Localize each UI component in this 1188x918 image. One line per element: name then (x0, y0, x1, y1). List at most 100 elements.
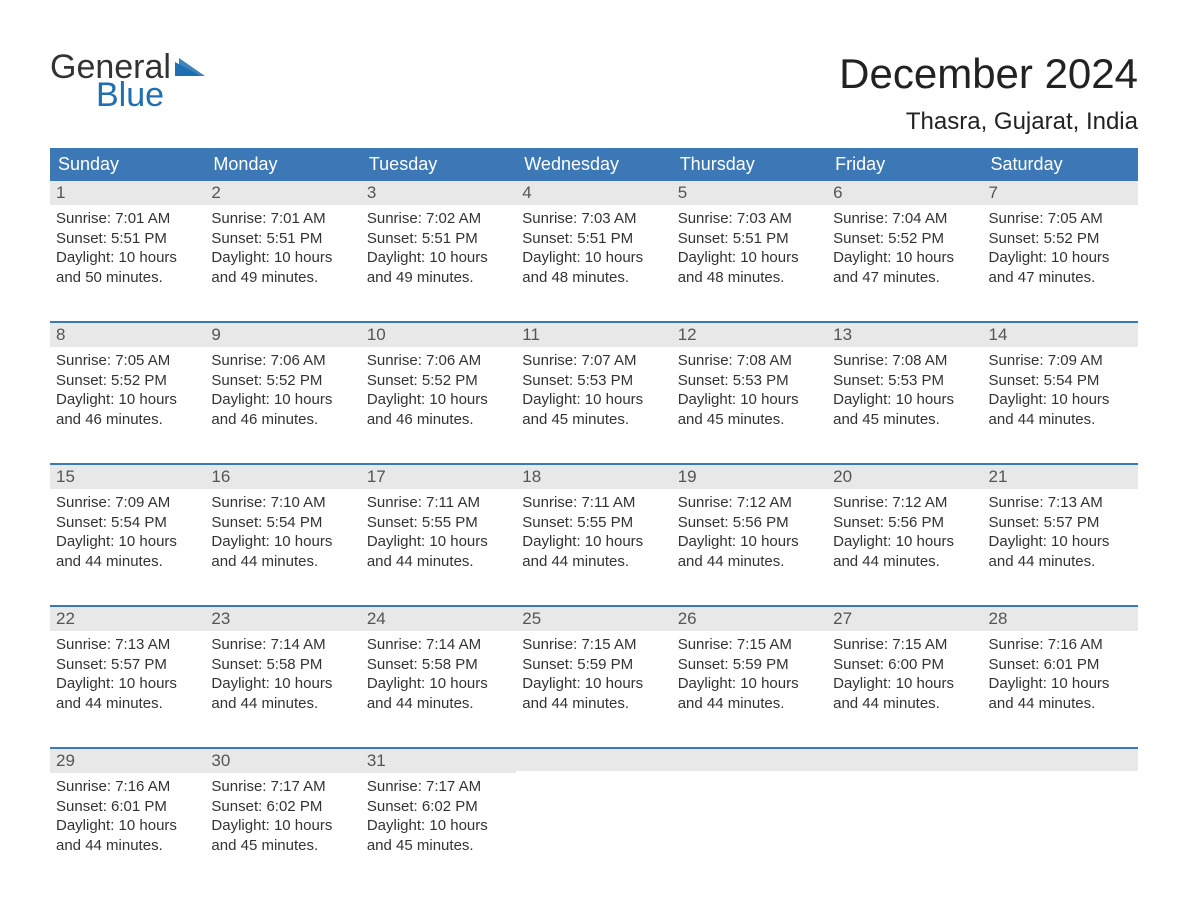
day-number-bar: 24 (361, 607, 516, 631)
day-details: Sunrise: 7:09 AMSunset: 5:54 PMDaylight:… (989, 351, 1132, 429)
sunset-line: Sunset: 5:54 PM (989, 371, 1132, 391)
daylight-line-2: and 44 minutes. (833, 552, 976, 572)
sunset-line: Sunset: 5:53 PM (522, 371, 665, 391)
daylight-line-1: Daylight: 10 hours (367, 248, 510, 268)
day-number: 10 (367, 325, 386, 344)
day-number-bar: 12 (672, 323, 827, 347)
sunrise-line: Sunrise: 7:11 AM (522, 493, 665, 513)
day-number-bar: 16 (205, 465, 360, 489)
daylight-line-2: and 45 minutes. (678, 410, 821, 430)
sunset-line: Sunset: 5:56 PM (833, 513, 976, 533)
day-number: 31 (367, 751, 386, 770)
daylight-line-1: Daylight: 10 hours (522, 674, 665, 694)
sunset-line: Sunset: 5:52 PM (367, 371, 510, 391)
day-details: Sunrise: 7:07 AMSunset: 5:53 PMDaylight:… (522, 351, 665, 429)
calendar-day: 19Sunrise: 7:12 AMSunset: 5:56 PMDayligh… (672, 465, 827, 585)
daylight-line-1: Daylight: 10 hours (56, 674, 199, 694)
daylight-line-1: Daylight: 10 hours (833, 674, 976, 694)
daylight-line-2: and 46 minutes. (211, 410, 354, 430)
day-number: 12 (678, 325, 697, 344)
daylight-line-1: Daylight: 10 hours (367, 532, 510, 552)
day-number-bar: 17 (361, 465, 516, 489)
sunset-line: Sunset: 5:53 PM (833, 371, 976, 391)
sunset-line: Sunset: 5:52 PM (989, 229, 1132, 249)
day-number-bar: 5 (672, 181, 827, 205)
calendar-day: 1Sunrise: 7:01 AMSunset: 5:51 PMDaylight… (50, 181, 205, 301)
calendar-day: 27Sunrise: 7:15 AMSunset: 6:00 PMDayligh… (827, 607, 982, 727)
day-number-bar: 4 (516, 181, 671, 205)
sunset-line: Sunset: 5:51 PM (522, 229, 665, 249)
calendar-day: 25Sunrise: 7:15 AMSunset: 5:59 PMDayligh… (516, 607, 671, 727)
header-area: General Blue December 2024 Thasra, Gujar… (50, 50, 1138, 136)
day-number-bar: 15 (50, 465, 205, 489)
day-number-bar: 27 (827, 607, 982, 631)
daylight-line-1: Daylight: 10 hours (833, 390, 976, 410)
day-details: Sunrise: 7:12 AMSunset: 5:56 PMDaylight:… (833, 493, 976, 571)
day-details: Sunrise: 7:16 AMSunset: 6:01 PMDaylight:… (989, 635, 1132, 713)
sunrise-line: Sunrise: 7:08 AM (833, 351, 976, 371)
day-number: 9 (211, 325, 220, 344)
day-number: 2 (211, 183, 220, 202)
day-number: 8 (56, 325, 65, 344)
sunset-line: Sunset: 5:57 PM (56, 655, 199, 675)
calendar-day: 21Sunrise: 7:13 AMSunset: 5:57 PMDayligh… (983, 465, 1138, 585)
day-number: 5 (678, 183, 687, 202)
day-number-bar: 3 (361, 181, 516, 205)
sunset-line: Sunset: 5:59 PM (678, 655, 821, 675)
daylight-line-2: and 44 minutes. (678, 552, 821, 572)
daylight-line-2: and 45 minutes. (833, 410, 976, 430)
sunset-line: Sunset: 6:02 PM (367, 797, 510, 817)
day-details: Sunrise: 7:10 AMSunset: 5:54 PMDaylight:… (211, 493, 354, 571)
daylight-line-1: Daylight: 10 hours (989, 248, 1132, 268)
daylight-line-1: Daylight: 10 hours (989, 532, 1132, 552)
calendar-week: 1Sunrise: 7:01 AMSunset: 5:51 PMDaylight… (50, 181, 1138, 301)
calendar-day: 30Sunrise: 7:17 AMSunset: 6:02 PMDayligh… (205, 749, 360, 869)
sunrise-line: Sunrise: 7:03 AM (678, 209, 821, 229)
day-details: Sunrise: 7:06 AMSunset: 5:52 PMDaylight:… (367, 351, 510, 429)
daylight-line-1: Daylight: 10 hours (989, 674, 1132, 694)
daylight-line-1: Daylight: 10 hours (678, 390, 821, 410)
daylight-line-2: and 44 minutes. (678, 694, 821, 714)
sunset-line: Sunset: 5:59 PM (522, 655, 665, 675)
daylight-line-1: Daylight: 10 hours (678, 532, 821, 552)
day-number: 14 (989, 325, 1008, 344)
weekday-header: Saturday (983, 148, 1138, 181)
day-details: Sunrise: 7:05 AMSunset: 5:52 PMDaylight:… (989, 209, 1132, 287)
sunrise-line: Sunrise: 7:09 AM (989, 351, 1132, 371)
day-number-bar: 8 (50, 323, 205, 347)
day-number-bar-empty (983, 749, 1138, 771)
day-number-bar: 14 (983, 323, 1138, 347)
calendar-document: General Blue December 2024 Thasra, Gujar… (0, 0, 1188, 909)
calendar-day: 15Sunrise: 7:09 AMSunset: 5:54 PMDayligh… (50, 465, 205, 585)
day-details: Sunrise: 7:11 AMSunset: 5:55 PMDaylight:… (522, 493, 665, 571)
day-number: 23 (211, 609, 230, 628)
daylight-line-2: and 49 minutes. (211, 268, 354, 288)
daylight-line-1: Daylight: 10 hours (56, 248, 199, 268)
sunrise-line: Sunrise: 7:14 AM (367, 635, 510, 655)
day-number: 13 (833, 325, 852, 344)
daylight-line-2: and 44 minutes. (211, 694, 354, 714)
sunrise-line: Sunrise: 7:05 AM (989, 209, 1132, 229)
calendar-day: 28Sunrise: 7:16 AMSunset: 6:01 PMDayligh… (983, 607, 1138, 727)
day-number-bar: 21 (983, 465, 1138, 489)
day-details: Sunrise: 7:05 AMSunset: 5:52 PMDaylight:… (56, 351, 199, 429)
daylight-line-1: Daylight: 10 hours (989, 390, 1132, 410)
day-details: Sunrise: 7:12 AMSunset: 5:56 PMDaylight:… (678, 493, 821, 571)
day-number: 1 (56, 183, 65, 202)
sunset-line: Sunset: 5:55 PM (522, 513, 665, 533)
sunrise-line: Sunrise: 7:06 AM (367, 351, 510, 371)
calendar-day (672, 749, 827, 869)
calendar-day: 10 Sunrise: 7:06 AMSunset: 5:52 PMDayligh… (361, 323, 516, 443)
calendar-day: 9Sunrise: 7:06 AMSunset: 5:52 PMDaylight… (205, 323, 360, 443)
daylight-line-2: and 50 minutes. (56, 268, 199, 288)
daylight-line-1: Daylight: 10 hours (522, 390, 665, 410)
calendar-day: 24Sunrise: 7:14 AMSunset: 5:58 PMDayligh… (361, 607, 516, 727)
daylight-line-1: Daylight: 10 hours (56, 532, 199, 552)
day-number: 29 (56, 751, 75, 770)
day-number: 22 (56, 609, 75, 628)
sunrise-line: Sunrise: 7:14 AM (211, 635, 354, 655)
sunrise-line: Sunrise: 7:15 AM (678, 635, 821, 655)
daylight-line-1: Daylight: 10 hours (367, 674, 510, 694)
calendar-week: 29Sunrise: 7:16 AMSunset: 6:01 PMDayligh… (50, 747, 1138, 869)
day-details: Sunrise: 7:17 AMSunset: 6:02 PMDaylight:… (367, 777, 510, 855)
